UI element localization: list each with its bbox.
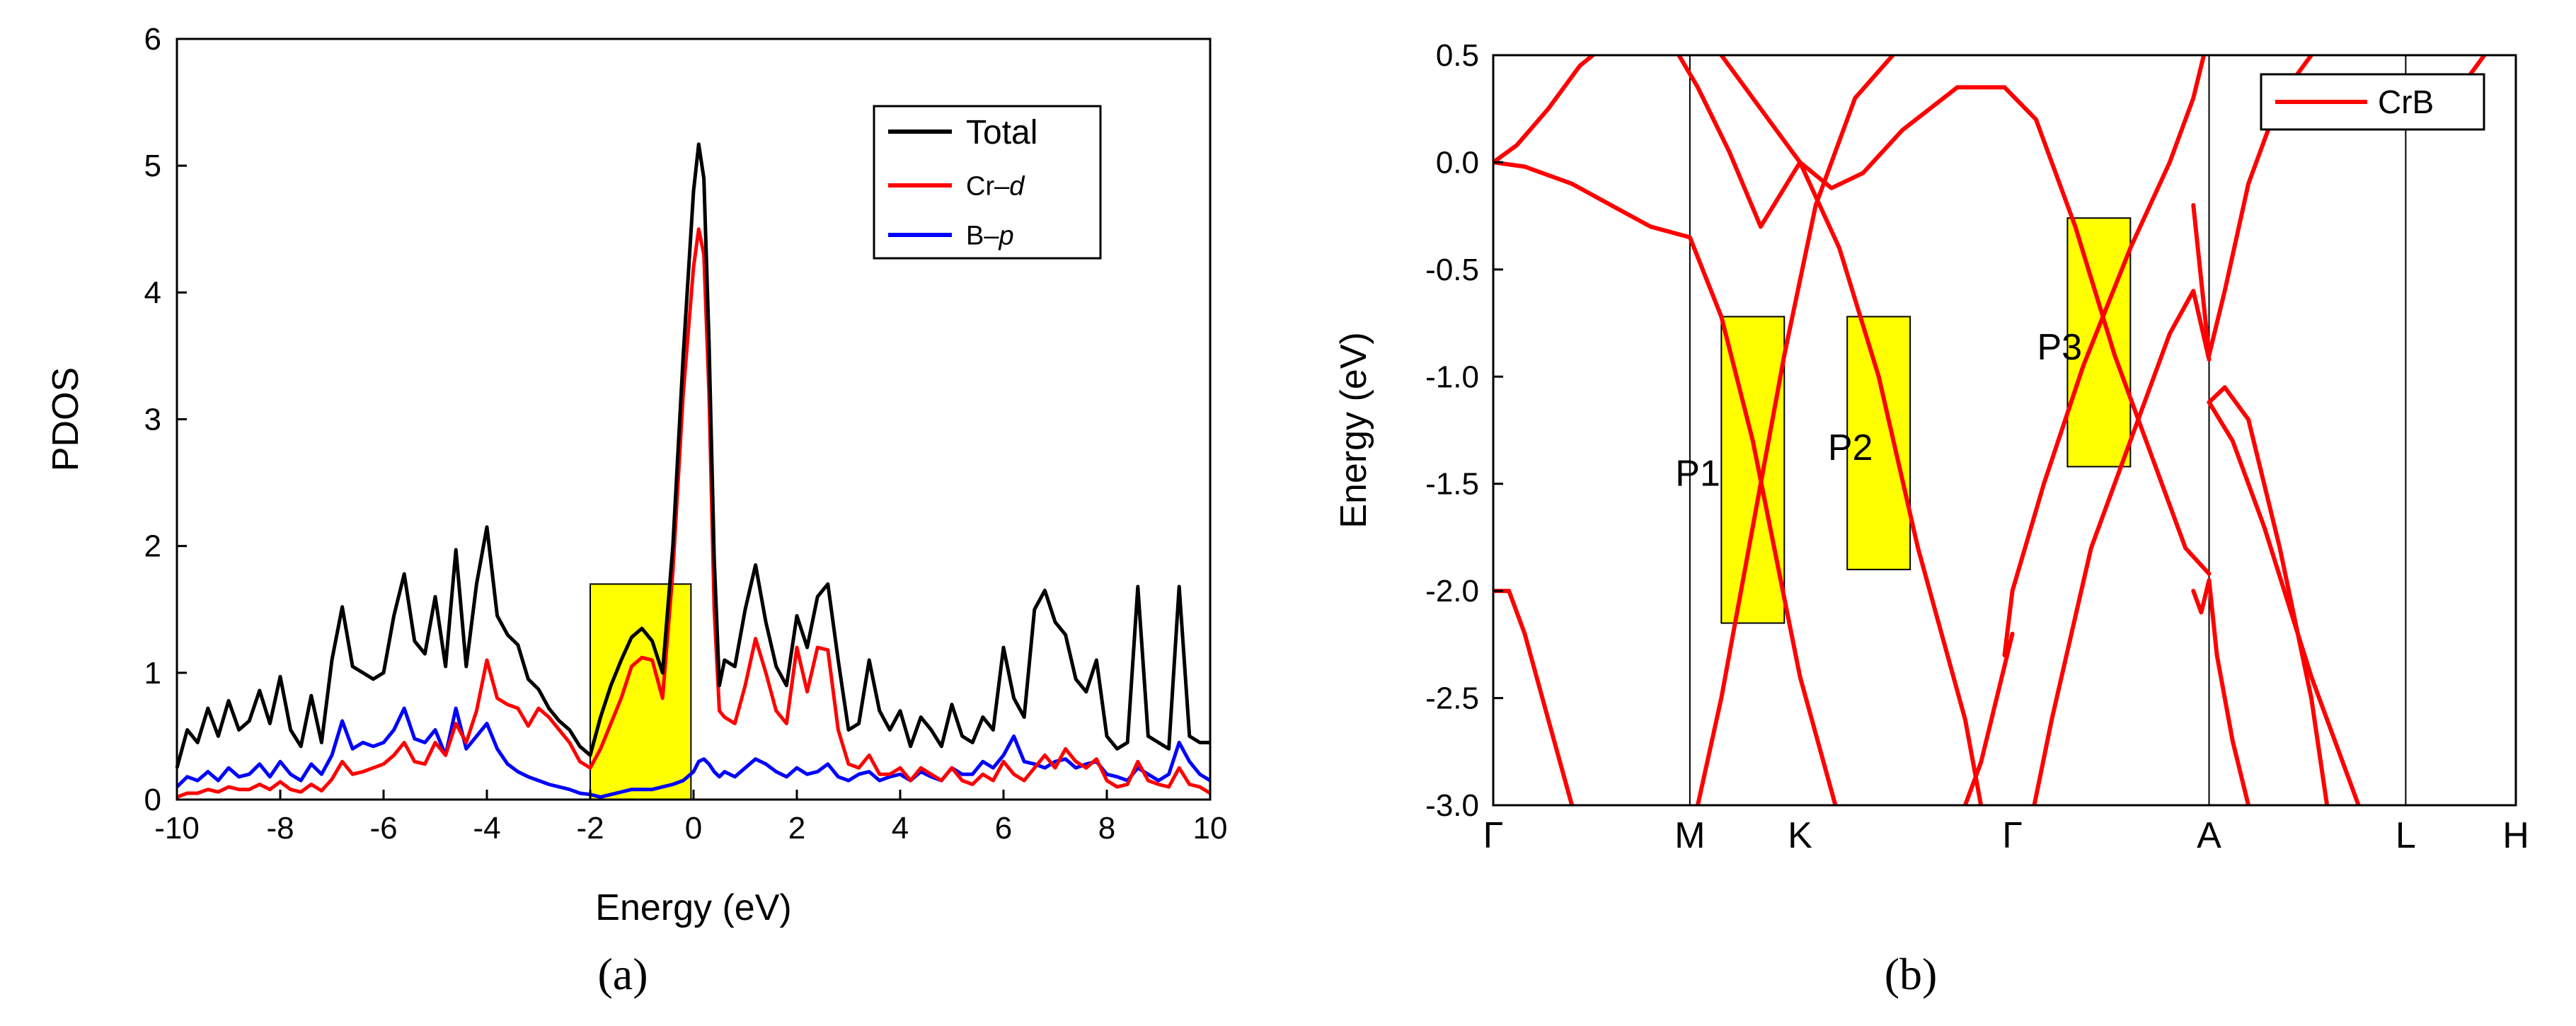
kpoint-label: L bbox=[2396, 815, 2416, 856]
legend-label-italic: p bbox=[998, 221, 1013, 250]
x-tick-label: -10 bbox=[154, 811, 200, 846]
x-tick-label: 4 bbox=[892, 811, 909, 846]
x-axis-label: Energy (eV) bbox=[595, 887, 791, 928]
band-7 bbox=[2002, 55, 2207, 657]
x-tick-label: -8 bbox=[266, 811, 294, 846]
y-tick-label: 2 bbox=[144, 529, 161, 564]
caption-b: (b) bbox=[1885, 949, 1938, 999]
series-line-b-p bbox=[176, 706, 1212, 799]
band-8 bbox=[2032, 289, 2212, 805]
x-tick-label: -2 bbox=[576, 811, 604, 846]
x-tick-label: 0 bbox=[685, 811, 702, 846]
x-tick-label: 10 bbox=[1193, 811, 1228, 846]
y-axis-label: Energy (eV) bbox=[1333, 332, 1374, 528]
legend-label-b-p: B–p bbox=[966, 221, 1014, 250]
bands-group bbox=[1493, 55, 2488, 805]
chart-b-band-structure: P1 P2 P3 -3.0 -2.5 -2.0 -1.5 -1.0 -0.5 0.0 0.5 Γ M K Γ… bbox=[1333, 38, 2529, 856]
band-10 bbox=[2207, 385, 2330, 805]
band-11 bbox=[2191, 578, 2251, 805]
label-p3: P3 bbox=[2037, 327, 2083, 368]
box-p3 bbox=[2066, 217, 2132, 468]
kpoint-label: H bbox=[2502, 815, 2529, 856]
box-p1 bbox=[1720, 316, 1786, 624]
band-12 bbox=[2207, 400, 2361, 805]
legend-label-italic: d bbox=[1009, 171, 1025, 201]
kpoint-label: A bbox=[2197, 815, 2221, 856]
band-13 bbox=[1493, 589, 1575, 805]
band-1 bbox=[1493, 160, 1838, 805]
box-p2 bbox=[1846, 316, 1911, 570]
band-4 bbox=[1676, 55, 1984, 805]
legend-label-cr-d: Cr–d bbox=[966, 171, 1025, 201]
highlight-box bbox=[590, 583, 692, 801]
kpoint-label: Γ bbox=[2002, 815, 2023, 856]
y-tick-label: -2.5 bbox=[1425, 681, 1479, 716]
y-tick-label: -3.0 bbox=[1425, 788, 1479, 823]
kpoint-label: K bbox=[1788, 815, 1812, 856]
y-tick-label: -2.0 bbox=[1425, 574, 1479, 609]
legend-label-crb: CrB bbox=[2378, 83, 2434, 120]
band-6 bbox=[1962, 631, 2015, 805]
label-p1: P1 bbox=[1675, 454, 1720, 495]
band-2 bbox=[1493, 55, 1597, 165]
plot-frame bbox=[1492, 54, 2517, 807]
kpoint-label: Γ bbox=[1483, 815, 1504, 856]
chart-a-pdos: -10 -8 -6 -4 -2 0 2 4 6 8 10 0 1 2 3 4 5 6 Energy (eV) PDOS… bbox=[45, 22, 1227, 928]
series-line-cr-d bbox=[176, 227, 1212, 799]
y-tick-label: 5 bbox=[144, 149, 161, 183]
kpoint-label: M bbox=[1674, 815, 1705, 856]
series-line-total bbox=[175, 142, 1210, 768]
y-tick-label: 4 bbox=[144, 275, 161, 310]
y-tick-label: 6 bbox=[144, 22, 161, 57]
y-tick-label: 0 bbox=[144, 783, 161, 817]
x-tick-label: 6 bbox=[995, 811, 1012, 846]
label-p2: P2 bbox=[1828, 427, 1873, 468]
y-tick-label: 0.0 bbox=[1436, 145, 1479, 180]
y-tick-label: 1 bbox=[144, 656, 161, 691]
y-axis-label: PDOS bbox=[45, 367, 86, 471]
y-tick-label: -1.5 bbox=[1425, 467, 1479, 502]
band-3 bbox=[1718, 55, 2212, 576]
y-tick-label: 0.5 bbox=[1436, 38, 1479, 73]
y-tick-label: 3 bbox=[144, 403, 161, 437]
band-5 bbox=[1696, 55, 1896, 805]
x-tick-label: 2 bbox=[788, 811, 805, 846]
x-tick-label: -4 bbox=[473, 811, 500, 846]
y-tick-label: -0.5 bbox=[1425, 253, 1479, 287]
caption-a: (a) bbox=[597, 949, 648, 999]
x-tick-label: -6 bbox=[369, 811, 397, 846]
legend-label-total: Total bbox=[966, 114, 1037, 151]
band-9 bbox=[2191, 55, 2314, 357]
x-tick-label: 8 bbox=[1098, 811, 1115, 846]
y-tick-label: -1.0 bbox=[1425, 359, 1479, 394]
